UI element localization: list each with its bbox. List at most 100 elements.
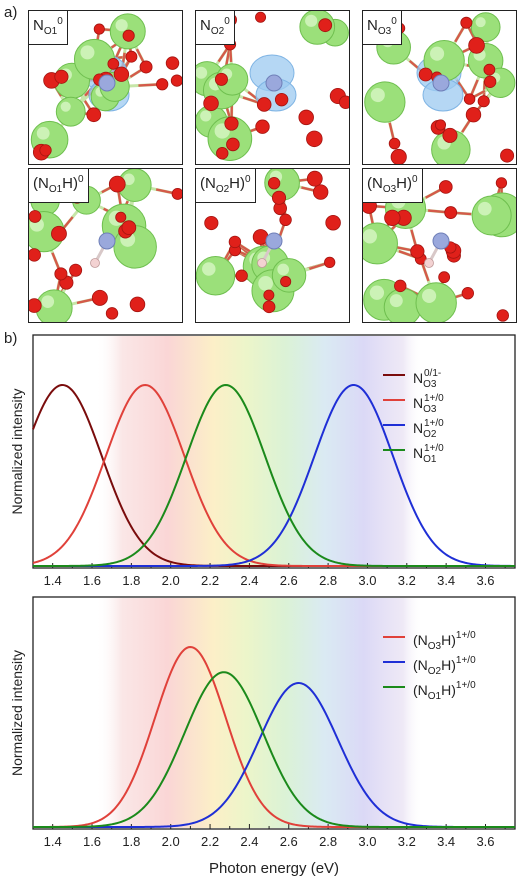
nitrogen-atom — [432, 232, 450, 250]
oxygen-atom — [496, 309, 510, 322]
oxygen-atom — [465, 107, 482, 123]
atom-highlight — [60, 101, 71, 112]
structure-panel: (NO1H)0 — [28, 168, 183, 323]
legend-label: NO21+/0 — [413, 418, 444, 440]
oxygen-atom — [256, 97, 272, 112]
structure-panel: NO10 — [28, 10, 183, 165]
oxygen-atom — [165, 56, 180, 70]
oxygen-atom — [318, 18, 333, 33]
oxygen-atom — [438, 180, 453, 194]
x-tick-label: 3.0 — [358, 834, 376, 849]
x-tick-label: 1.4 — [44, 573, 62, 588]
structure-label-sub: O2 — [215, 184, 230, 195]
oxygen-atom — [29, 298, 42, 313]
oxygen-atom — [463, 93, 476, 105]
oxygen-atom — [438, 271, 451, 284]
structure-label-main: N — [33, 17, 44, 34]
structure-label: (NO3H)0 — [363, 169, 423, 203]
atom-highlight — [115, 19, 128, 32]
x-tick-label: 2.4 — [240, 834, 258, 849]
x-tick-label: 3.6 — [476, 834, 494, 849]
oxygen-atom — [267, 177, 281, 190]
oxygen-atom — [139, 60, 153, 74]
x-tick-label: 1.4 — [44, 834, 62, 849]
oxygen-atom — [39, 144, 52, 157]
oxygen-atom — [325, 215, 341, 231]
oxygen-atom — [500, 148, 515, 163]
visible-spectrum-band — [95, 336, 423, 567]
panel-b-label: b) — [4, 330, 18, 347]
structure-label-tail: H) — [62, 175, 78, 192]
oxygen-atom — [54, 267, 68, 281]
atom-highlight — [196, 66, 208, 79]
structure-label-sup: 0 — [391, 16, 397, 27]
atom-highlight — [370, 87, 385, 103]
x-tick-label: 2.0 — [162, 834, 180, 849]
structure-label-main: N — [367, 17, 378, 34]
oxygen-atom — [255, 119, 270, 134]
x-tick-label: 3.2 — [398, 834, 416, 849]
oxygen-atom — [113, 66, 130, 82]
x-axis-label: Photon energy (eV) — [209, 860, 339, 877]
atom-highlight — [36, 126, 50, 140]
atom-highlight — [202, 262, 216, 276]
structure-label-sup: 0 — [224, 16, 230, 27]
oxygen-atom — [442, 127, 458, 143]
structure-image — [196, 169, 341, 314]
oxygen-atom — [156, 78, 169, 91]
chart-1: 1.4 1.6 1.8 2.0 2.2 2.4 2.6 2.8 3.0 3.2 3.4 3.6 Norm… — [9, 596, 516, 877]
oxygen-atom — [306, 130, 323, 148]
structure-panel: NO20 — [195, 10, 350, 165]
atom-highlight — [258, 276, 273, 291]
oxygen-atom — [86, 107, 102, 123]
oxygen-atom — [29, 210, 42, 223]
oxygen-atom — [69, 263, 83, 277]
structure-label: (NO1H)0 — [29, 169, 89, 203]
structure-image — [364, 12, 516, 164]
oxygen-atom — [108, 175, 126, 193]
oxygen-atom — [495, 177, 508, 189]
legend-label: NO31+/0 — [413, 393, 444, 415]
atom-highlight — [80, 45, 95, 60]
structure-panel: NO30 — [362, 10, 517, 165]
series-line — [33, 383, 515, 567]
structure-image — [196, 11, 349, 161]
nitrogen-atom — [98, 74, 116, 92]
oxygen-atom — [384, 209, 401, 227]
oxygen-atom — [483, 63, 496, 76]
nitrogen-atom — [265, 232, 283, 250]
hydrogen-atom — [424, 258, 434, 268]
oxygen-atom — [410, 244, 425, 259]
legend-label: NO30/1- — [413, 368, 441, 390]
structure-label-sup: 0 — [78, 174, 84, 185]
oxygen-atom — [93, 23, 105, 35]
x-tick-label: 3.4 — [437, 834, 455, 849]
x-tick-label: 2.6 — [280, 573, 298, 588]
oxygen-atom — [224, 116, 239, 131]
visible-spectrum-band — [95, 598, 423, 828]
oxygen-atom — [324, 256, 336, 269]
atom-highlight — [369, 285, 385, 300]
x-tick-label: 2.0 — [162, 573, 180, 588]
structure-label: NO20 — [196, 11, 235, 45]
structure-label-sub: O1 — [48, 184, 63, 195]
oxygen-atom — [338, 95, 349, 110]
structure-label-main: N — [200, 17, 211, 34]
panel-a-label: a) — [4, 4, 18, 21]
oxygen-atom — [279, 213, 292, 227]
oxygen-atom — [477, 95, 490, 108]
oxygen-atom — [125, 50, 138, 63]
atom-highlight — [422, 288, 437, 303]
oxygen-atom — [460, 16, 473, 29]
oxygen-atom — [228, 235, 242, 249]
oxygen-atom — [274, 92, 289, 107]
hydrogen-atom — [90, 258, 100, 268]
legend-label: (NO2H)1+/0 — [413, 655, 476, 677]
oxygen-atom — [271, 190, 287, 205]
x-tick-label: 2.8 — [319, 834, 337, 849]
oxygen-atom — [216, 147, 229, 160]
structure-label-sub: O3 — [382, 184, 397, 195]
structure-label: (NO2H)0 — [196, 169, 256, 203]
structure-label-tail: H) — [396, 175, 412, 192]
oxygen-atom — [312, 184, 329, 200]
